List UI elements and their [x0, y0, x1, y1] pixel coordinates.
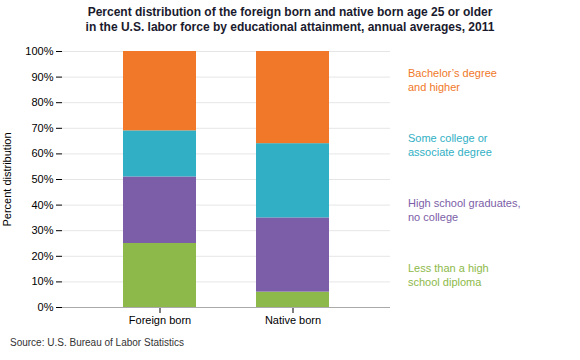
html-text:Bachelor’s degree and higher: Bachelor’s degree and higher — [408, 66, 497, 93]
svg-text:70%: 70% — [31, 122, 53, 134]
svg-text:Percent distribution: Percent distribution — [1, 132, 13, 226]
svg-text:Native born: Native born — [265, 314, 321, 326]
svg-text:40%: 40% — [31, 199, 53, 211]
svg-text:10%: 10% — [31, 275, 53, 287]
html-text:Percent distribution of the fo: Percent distribution of the foreign born… — [85, 5, 495, 34]
svg-text:100%: 100% — [25, 45, 53, 57]
html-text:High school graduates, no coll: High school graduates, no college — [408, 196, 521, 223]
svg-text:90%: 90% — [31, 71, 53, 83]
html-text:Source: U.S. Bureau of Labor S: Source: U.S. Bureau of Labor Statistics — [10, 337, 184, 348]
html-text:Some college or associate degr: Some college or associate degree — [408, 131, 492, 158]
svg-text:Foreign born: Foreign born — [129, 314, 191, 326]
svg-text:30%: 30% — [31, 224, 53, 236]
svg-text:0%: 0% — [38, 301, 54, 313]
svg-text:20%: 20% — [31, 250, 53, 262]
svg-text:50%: 50% — [31, 173, 53, 185]
svg-text:60%: 60% — [31, 147, 53, 159]
html-text:Less than a high school diplom: Less than a high school diploma — [408, 261, 489, 288]
svg-text:80%: 80% — [31, 96, 53, 108]
